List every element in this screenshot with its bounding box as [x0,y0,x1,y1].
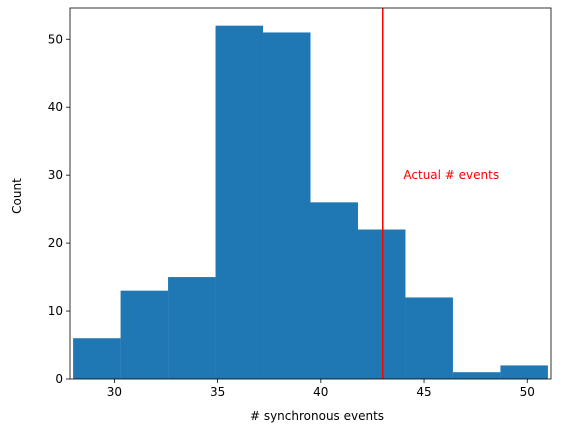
x-tick-label: 50 [520,385,535,399]
axes-frame [69,7,552,380]
x-tick-label: 30 [107,385,122,399]
histogram-bar [168,277,216,379]
histogram-bar [452,372,501,379]
histogram-bar [357,229,406,379]
x-tick-label: 45 [416,385,431,399]
y-tick-label: 30 [48,168,63,182]
x-axis-label: # synchronous events [250,409,384,423]
actual-events-annotation: Actual # events [403,168,499,182]
histogram-bar [263,32,311,379]
x-tick-label: 40 [313,385,328,399]
x-axis-ticks: 30 35 40 45 50 [107,379,535,399]
y-tick-label: 20 [48,236,63,250]
histogram-bar [120,290,169,379]
y-tick-label: 10 [48,304,63,318]
y-axis-ticks: 0 10 20 30 40 50 [48,32,70,386]
y-tick-label: 40 [48,100,63,114]
histogram-bar [405,297,453,379]
y-tick-label: 50 [48,32,63,46]
histogram-bar [310,202,358,379]
x-tick-label: 35 [210,385,225,399]
y-tick-label: 0 [55,372,63,386]
histogram-bar [215,25,264,380]
y-axis-label: Count [10,178,24,214]
histogram-bar [500,365,548,379]
plot-border [69,7,552,380]
histogram-bar [73,338,121,379]
histogram-bars [73,25,548,380]
